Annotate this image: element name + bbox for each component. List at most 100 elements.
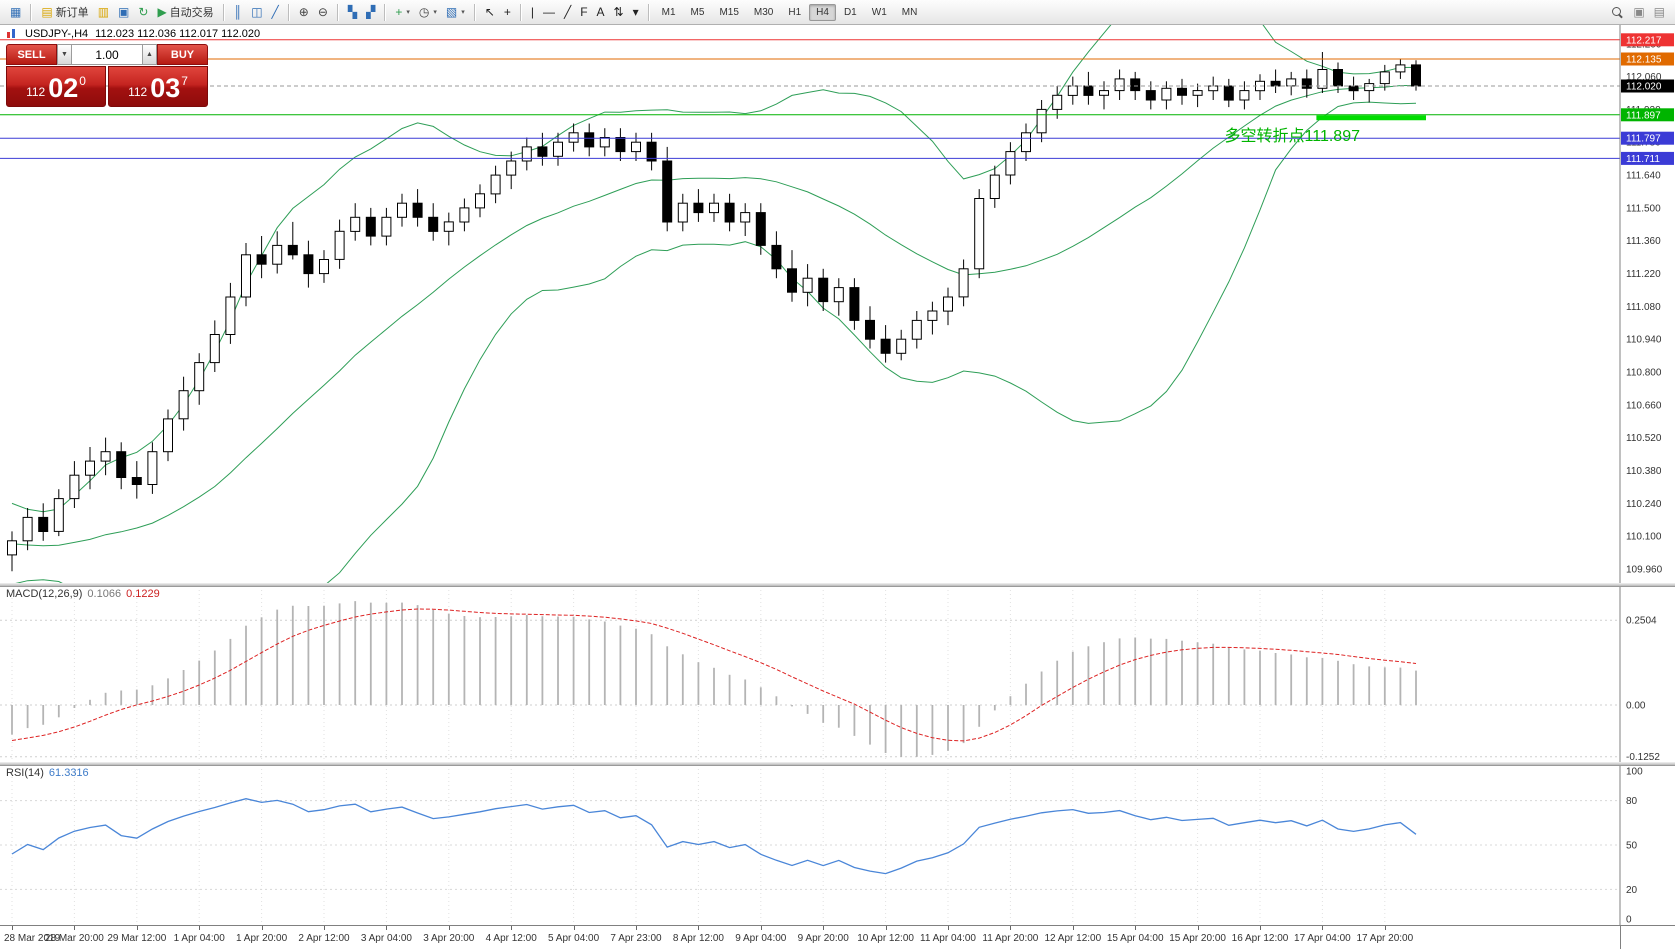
shapes-dropdown[interactable]: ▾: [629, 3, 643, 21]
price-chart[interactable]: 112.200112.060111.920111.780111.640111.5…: [0, 25, 1675, 583]
time-tick: [1322, 926, 1324, 930]
zoom-out-icon[interactable]: ⊖: [314, 3, 332, 21]
buy-price-button[interactable]: 112 03 7: [108, 66, 208, 107]
price-badge-111.797: 111.797: [1621, 131, 1674, 145]
refresh-icon[interactable]: ↻: [134, 3, 152, 21]
time-label: 1 Apr 20:00: [236, 933, 288, 944]
line-chart-icon-glyph: ╱: [271, 5, 279, 19]
time-label: 28 Mar 20:00: [44, 933, 104, 944]
vertical-line-icon[interactable]: |: [527, 3, 538, 21]
timeframe-m5[interactable]: M5: [690, 6, 705, 18]
new-order-button[interactable]: ▤ 新订单: [37, 3, 92, 21]
time-tick: [12, 926, 13, 930]
volume-input[interactable]: [72, 44, 142, 65]
rsi-scale-label: 80: [1626, 796, 1638, 807]
time-tick: [573, 926, 575, 930]
time-tick: [448, 926, 450, 930]
time-axis[interactable]: 28 Mar 2019 28 Mar 20:00 29 Mar 12:00 1 Apr…: [0, 925, 1675, 949]
trendline-icon[interactable]: ╱: [560, 3, 575, 21]
price-tick: 110.380: [1626, 466, 1662, 477]
arrange-windows-icon[interactable]: ▞: [362, 3, 379, 21]
toolbar-separator: [647, 3, 650, 21]
toolbar-separator: [336, 3, 339, 21]
bollinger-upper: [11, 25, 1417, 513]
price-tick: 111.500: [1626, 203, 1661, 214]
macd-value-main: 0.1066: [87, 588, 122, 600]
time-label: 9 Apr 20:00: [797, 933, 849, 944]
periods-button[interactable]: ◷ ▾: [415, 3, 441, 21]
time-label: 5 Apr 04:00: [548, 933, 600, 944]
rsi-chart[interactable]: 100 80 50 20 0: [0, 765, 1675, 925]
timeframe-d1[interactable]: D1: [843, 6, 857, 18]
time-tick: [823, 926, 825, 930]
zoom-out-icon-glyph: ⊖: [317, 5, 328, 19]
time-label: 3 Apr 04:00: [360, 933, 412, 944]
main-chart-panel: 112.200112.060111.920111.780111.640111.5…: [0, 25, 1675, 583]
timeframe-m15[interactable]: M15: [719, 6, 739, 18]
window-icon-1-glyph: ▣: [1633, 5, 1645, 19]
indicators-button[interactable]: + ▾: [391, 3, 414, 21]
macd-rsi-splitter[interactable]: [0, 762, 1675, 765]
crosshair-icon-glyph: +: [503, 5, 511, 19]
timeframe-h1[interactable]: H1: [788, 6, 802, 18]
price-tick: 110.240: [1626, 499, 1662, 510]
time-tick: [199, 926, 201, 930]
candles-layer: [7, 52, 1421, 572]
zoom-in-icon[interactable]: ⊕: [295, 3, 313, 21]
timeframe-m30[interactable]: M30: [753, 6, 774, 18]
time-label: 10 Apr 12:00: [857, 933, 914, 944]
trendline-icon-glyph: ╱: [563, 5, 572, 19]
app-icon-glyph: ▦: [10, 5, 22, 19]
window-icon-2[interactable]: ▤: [1650, 3, 1669, 21]
sell-button[interactable]: SELL: [6, 44, 57, 65]
macd-chart[interactable]: 0.2504 0.00 -0.1252: [0, 586, 1675, 762]
time-label: 16 Apr 12:00: [1231, 933, 1289, 944]
templates-button[interactable]: ▧ ▾: [442, 3, 469, 21]
toolbar-separator: [519, 3, 522, 21]
search-icon[interactable]: [1607, 3, 1628, 21]
autotrading-button[interactable]: ▶ 自动交易: [153, 3, 217, 21]
time-label: 17 Apr 04:00: [1294, 933, 1351, 944]
buy-price-big: 03: [150, 73, 181, 104]
candlestick-chart-icon[interactable]: ◫: [247, 3, 266, 21]
text-label-icon[interactable]: A: [593, 3, 609, 21]
profiles-icon[interactable]: ▣: [114, 3, 133, 21]
fibonacci-icon-glyph: F: [580, 5, 588, 19]
horizontal-line-icon[interactable]: —: [539, 3, 559, 21]
macd-signal-line: [11, 608, 1417, 742]
buy-button[interactable]: BUY: [157, 44, 208, 65]
toolbar-separator: [473, 3, 476, 21]
crosshair-icon[interactable]: +: [500, 3, 515, 21]
volume-increase-button[interactable]: ▲: [142, 44, 157, 65]
time-tick: [511, 926, 513, 930]
time-tick: [760, 926, 762, 930]
rsi-scale-label: 20: [1626, 885, 1638, 896]
time-tick: [1135, 926, 1137, 930]
timeframe-w1[interactable]: W1: [871, 6, 887, 18]
window-icon-1[interactable]: ▣: [1629, 3, 1648, 21]
arrows-tool-icon[interactable]: ⇅: [610, 3, 628, 21]
time-label: 11 Apr 04:00: [920, 933, 976, 944]
bar-chart-icon[interactable]: ║: [230, 3, 247, 21]
svg-text:111.897: 111.897: [1626, 110, 1661, 121]
time-tick: [386, 926, 388, 930]
sell-price-sup: 0: [79, 74, 86, 88]
annotation-text[interactable]: 多空转折点111.897: [1225, 127, 1361, 145]
tile-windows-icon[interactable]: ▚: [344, 3, 361, 21]
templates-button-caret: ▾: [461, 9, 465, 16]
cursor-icon[interactable]: ↖: [481, 3, 499, 21]
line-chart-icon[interactable]: ╱: [268, 3, 283, 21]
svg-text:112.020: 112.020: [1626, 82, 1662, 93]
timeframe-m1[interactable]: M1: [661, 6, 676, 18]
chart-window-icon[interactable]: ▥: [94, 3, 113, 21]
chart-macd-splitter[interactable]: [0, 583, 1675, 586]
timeframe-h4[interactable]: H4: [809, 3, 836, 21]
shapes-dropdown-glyph: ▾: [632, 5, 639, 19]
fibonacci-icon[interactable]: F: [576, 3, 591, 21]
arrows-tool-icon-glyph: ⇅: [613, 5, 624, 19]
time-tick: [698, 926, 700, 930]
timeframe-mn[interactable]: MN: [901, 6, 918, 18]
sell-price-button[interactable]: 112 02 0: [6, 66, 106, 107]
scale-corner-separator: [1620, 926, 1621, 949]
volume-decrease-button[interactable]: ▼: [57, 44, 72, 65]
